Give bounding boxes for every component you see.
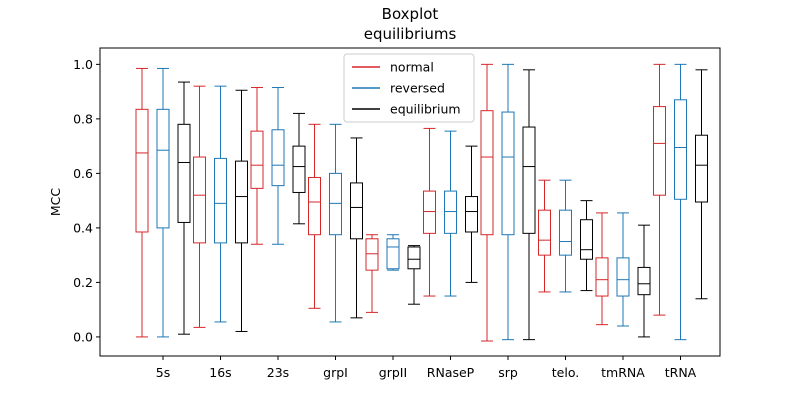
y-tick-label: 0.2 xyxy=(73,275,93,290)
box-equilibrium-23s xyxy=(292,112,306,225)
iqr-box xyxy=(177,123,191,223)
iqr-box xyxy=(522,126,536,234)
iqr-box xyxy=(386,238,400,270)
iqr-box xyxy=(653,106,666,196)
box-reversed-grpI xyxy=(329,123,342,323)
x-tick-label: 16s xyxy=(209,365,231,380)
legend-label-equilibrium: equilibrium xyxy=(390,102,461,117)
iqr-box xyxy=(235,160,248,244)
legend-frame xyxy=(343,53,475,123)
chart-subtitle: equilibriums xyxy=(364,25,457,43)
iqr-box xyxy=(250,130,264,189)
legend: normal reversed equilibrium xyxy=(343,53,475,123)
y-tick-label: 1.0 xyxy=(73,57,93,72)
iqr-box xyxy=(465,196,478,233)
iqr-box xyxy=(135,108,149,233)
x-tick-label: telo. xyxy=(552,365,579,380)
x-tick-label: tRNA xyxy=(665,365,697,380)
x-tick-label: srp xyxy=(498,365,518,380)
box-equilibrium-RNaseP xyxy=(465,145,478,283)
iqr-box xyxy=(193,156,206,244)
iqr-box xyxy=(423,190,436,234)
box-equilibrium-telo. xyxy=(580,200,593,292)
iqr-box xyxy=(365,238,379,271)
box-reversed-tmRNA xyxy=(616,212,630,327)
iqr-box xyxy=(350,182,363,240)
iqr-box xyxy=(538,209,551,256)
box-reversed-RNaseP xyxy=(444,130,457,297)
box-reversed-grpII xyxy=(386,234,400,271)
iqr-box xyxy=(595,257,609,297)
x-tick-label: grpI xyxy=(323,365,348,380)
iqr-box xyxy=(271,129,285,187)
x-tick-label: 5s xyxy=(156,365,170,380)
box-normal-16s xyxy=(193,85,206,328)
iqr-box xyxy=(580,219,593,260)
iqr-box xyxy=(637,266,651,296)
y-tick-label: 0.8 xyxy=(73,111,93,126)
box-reversed-srp xyxy=(501,63,515,341)
box-reversed-16s xyxy=(214,85,227,323)
y-axis-label: MCC xyxy=(48,188,63,217)
iqr-box xyxy=(559,209,572,256)
box-reversed-tRNA xyxy=(674,63,687,341)
box-equilibrium-5s xyxy=(177,81,191,335)
iqr-box xyxy=(695,134,708,203)
box-equilibrium-16s xyxy=(235,89,248,332)
box-equilibrium-tmRNA xyxy=(637,224,651,338)
box-normal-srp xyxy=(480,63,494,342)
box-reversed-telo. xyxy=(559,179,572,293)
iqr-box xyxy=(407,246,421,270)
plot-frame xyxy=(99,47,721,357)
y-tick-label: 0.6 xyxy=(73,166,93,181)
box-normal-5s xyxy=(135,67,149,338)
legend-label-reversed: reversed xyxy=(390,81,445,96)
box-normal-telo. xyxy=(538,179,551,293)
chart-title: Boxplot xyxy=(382,5,439,23)
box-normal-23s xyxy=(250,87,264,245)
y-tick-label: 0.0 xyxy=(73,329,93,344)
iqr-box xyxy=(329,172,342,236)
box-equilibrium-tRNA xyxy=(695,69,708,300)
box-equilibrium-grpI xyxy=(350,137,363,319)
iqr-box xyxy=(674,99,687,200)
plot-area: 0.0 0.2 0.4 0.6 0.8 1.0 5s 16s 23s grpI grpII RNase… xyxy=(73,57,708,380)
iqr-box xyxy=(480,110,494,236)
x-tick-label: grpII xyxy=(379,365,407,380)
y-tick-label: 0.4 xyxy=(73,220,93,235)
iqr-box xyxy=(292,145,306,193)
iqr-box xyxy=(616,257,630,297)
box-reversed-5s xyxy=(156,67,170,338)
x-tick-label: tmRNA xyxy=(601,365,645,380)
box-reversed-23s xyxy=(271,87,285,245)
x-tick-label: 23s xyxy=(267,365,289,380)
iqr-box xyxy=(156,108,170,229)
box-normal-grpII xyxy=(365,234,379,313)
x-tick-label: RNaseP xyxy=(427,365,475,380)
iqr-box xyxy=(444,190,457,234)
iqr-box xyxy=(214,157,227,244)
box-normal-RNaseP xyxy=(423,127,436,297)
box-equilibrium-grpII xyxy=(407,245,421,305)
box-normal-grpI xyxy=(308,123,321,309)
iqr-box xyxy=(308,176,321,236)
iqr-box xyxy=(501,111,515,236)
box-equilibrium-srp xyxy=(522,69,536,341)
box-normal-tRNA xyxy=(653,63,666,316)
box-normal-tmRNA xyxy=(595,212,609,326)
legend-label-normal: normal xyxy=(390,60,434,75)
